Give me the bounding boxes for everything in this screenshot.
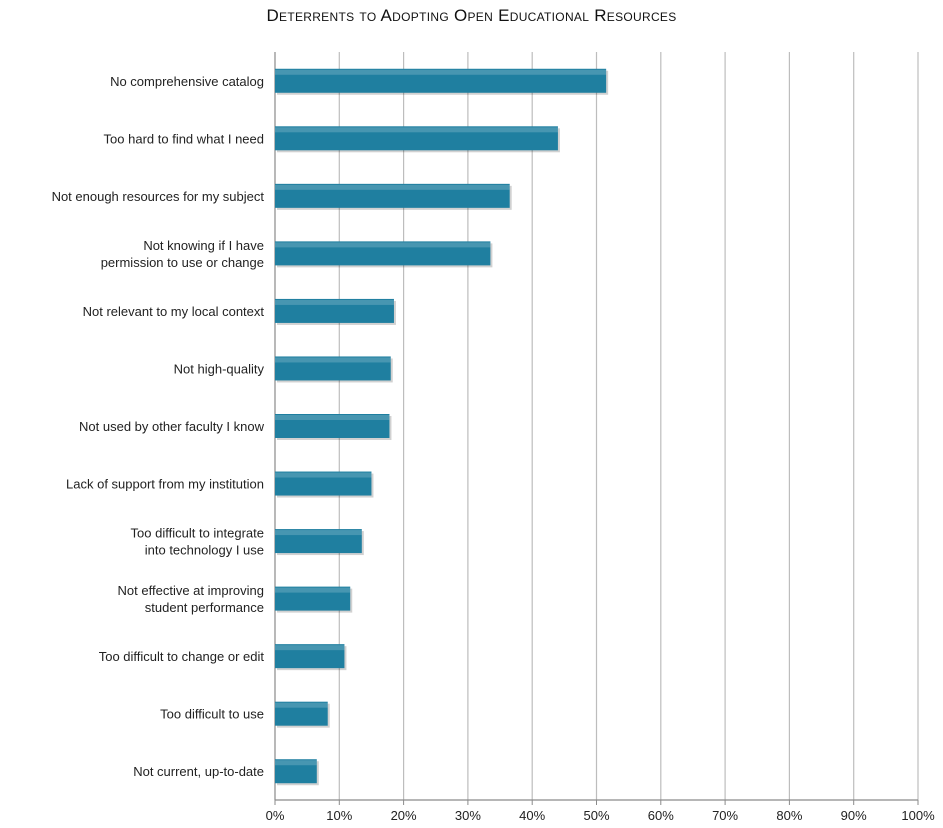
category-label-line: Not enough resources for my subject	[52, 189, 265, 204]
bar-highlight	[275, 184, 510, 190]
category-label: Not relevant to my local context	[83, 304, 265, 319]
bar	[275, 298, 394, 323]
category-label: Not enough resources for my subject	[52, 189, 265, 204]
category-label: Too difficult to change or edit	[99, 649, 265, 664]
category-label: Not used by other faculty I know	[79, 419, 265, 434]
x-tick-label: 40%	[519, 808, 545, 823]
x-tick-label: 80%	[776, 808, 802, 823]
x-tick-label: 30%	[455, 808, 481, 823]
category-label-line: Lack of support from my institution	[66, 477, 264, 492]
bar-highlight	[275, 357, 391, 363]
bar	[275, 241, 491, 266]
bar-highlight	[275, 415, 390, 420]
bar	[275, 701, 328, 726]
bar	[275, 356, 391, 381]
bar	[275, 414, 390, 438]
category-label: Too difficult to integrate into technolog…	[131, 526, 264, 558]
category-label-line: Not relevant to my local context	[83, 304, 265, 319]
category-label: Not high-quality	[174, 361, 265, 376]
bar-highlight	[275, 242, 491, 248]
bar-highlight	[275, 530, 362, 536]
bar-highlight	[275, 645, 345, 651]
bar	[275, 183, 510, 208]
chart-title: Deterrents to Adopting Open Educational …	[266, 6, 677, 25]
category-label: No comprehensive catalog	[110, 74, 264, 89]
x-tick-label: 100%	[901, 808, 935, 823]
bar	[275, 68, 607, 93]
bar-highlight	[275, 472, 372, 478]
category-label-line: permission to use or change	[101, 255, 264, 270]
category-label: Not effective at improving student perfor…	[118, 583, 264, 615]
bar-highlight	[275, 760, 317, 766]
category-label-line: Not knowing if I have	[143, 238, 264, 253]
bar	[275, 644, 345, 669]
category-label-line: Too hard to find what I need	[104, 131, 264, 146]
bar-highlight	[275, 69, 607, 75]
x-tick-label: 90%	[841, 808, 867, 823]
x-tick-label: 10%	[326, 808, 352, 823]
category-label: Not knowing if I have permission to use o…	[101, 238, 264, 270]
category-label-line: Not used by other faculty I know	[79, 419, 265, 434]
category-label-line: Not current, up-to-date	[133, 764, 264, 779]
x-tick-label: 60%	[648, 808, 674, 823]
bar-highlight	[275, 299, 394, 305]
bar	[275, 126, 558, 151]
category-label: Not current, up-to-date	[133, 764, 264, 779]
category-label-line: Too difficult to use	[160, 707, 264, 722]
category-label-line: into technology I use	[145, 543, 264, 558]
bar	[275, 471, 372, 496]
bar-highlight	[275, 587, 351, 593]
category-label: Too difficult to use	[160, 707, 264, 722]
x-tick-label: 0%	[266, 808, 285, 823]
bar-highlight	[275, 702, 328, 708]
category-label: Lack of support from my institution	[66, 477, 264, 492]
category-label-line: Too difficult to change or edit	[99, 649, 265, 664]
x-tick-label: 50%	[583, 808, 609, 823]
category-label-line: No comprehensive catalog	[110, 74, 264, 89]
category-label-line: student performance	[145, 600, 264, 615]
bar-highlight	[275, 127, 558, 133]
category-label: Too hard to find what I need	[104, 131, 264, 146]
x-tick-label: 20%	[391, 808, 417, 823]
category-label-line: Not high-quality	[174, 361, 265, 376]
bar	[275, 759, 317, 784]
category-label-line: Too difficult to integrate	[131, 526, 264, 541]
x-tick-label: 70%	[712, 808, 738, 823]
bar	[275, 586, 351, 611]
bar	[275, 529, 362, 554]
category-label-line: Not effective at improving	[118, 583, 264, 598]
